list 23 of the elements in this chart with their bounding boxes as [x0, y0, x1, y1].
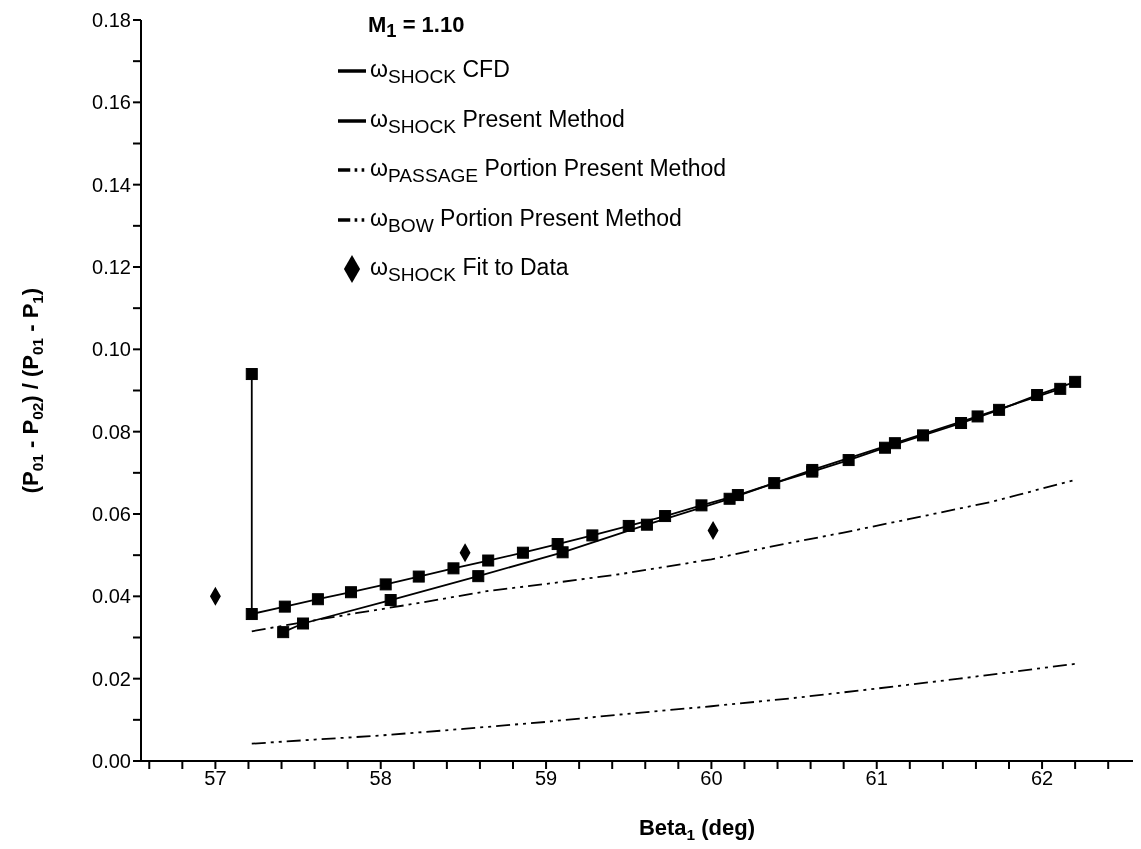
x-tick-label: 62	[1030, 767, 1054, 790]
y-tick-label: 0.12	[92, 256, 131, 279]
x-tick-label: 59	[534, 767, 558, 790]
y-tick-label: 0.00	[92, 750, 131, 773]
y-tick-label: 0.02	[92, 667, 131, 690]
y-tick-label: 0.08	[92, 420, 131, 443]
x-tick-label: 58	[369, 767, 392, 790]
y-tick-label: 0.04	[92, 585, 131, 608]
y-tick-label: 0.16	[92, 91, 131, 114]
y-tick-label: 0.18	[92, 9, 131, 32]
legend-label: ω$_{PASSAGE}$ Portion Present Method	[370, 155, 727, 186]
y-tick-label: 0.14	[92, 173, 131, 196]
legend-label: ω$_{SHOCK}$ Fit to Data	[370, 254, 569, 285]
x-axis-title: Beta$_{1}$ (deg)	[638, 815, 756, 843]
y-tick-label: 0.10	[92, 338, 131, 361]
chart-title: M$_{1}$ = 1.10	[368, 12, 465, 43]
x-tick-label: 61	[865, 767, 888, 790]
legend-label: ω$_{SHOCK}$ Present Method	[370, 105, 625, 137]
y-tick-label: 0.06	[92, 503, 131, 526]
x-tick-label: 57	[204, 767, 227, 790]
legend-label: ω$_{SHOCK}$ CFD	[370, 56, 510, 87]
legend-label: ω$_{BOW}$ Portion Present Method	[370, 204, 682, 236]
x-tick-label: 60	[700, 767, 723, 790]
